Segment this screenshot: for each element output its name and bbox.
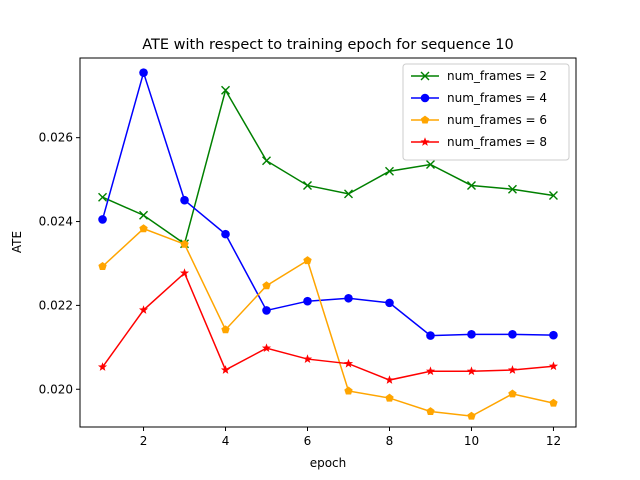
- legend: num_frames = 2 num_frames = 4 num_frames =…: [402, 63, 570, 161]
- data-point: [508, 389, 517, 398]
- data-point: [139, 68, 148, 77]
- data-point: [139, 210, 149, 220]
- data-point: [262, 281, 271, 290]
- data-point: [221, 325, 230, 334]
- chart-title: ATE with respect to training epoch for s…: [142, 37, 514, 53]
- legend-item: num_frames = 2: [411, 69, 547, 83]
- data-point: [344, 189, 353, 199]
- data-point: [139, 224, 148, 233]
- data-point: [261, 343, 272, 353]
- y-tick-label: 0.024: [39, 215, 73, 229]
- series-2: [98, 68, 558, 340]
- series-1: [98, 85, 558, 249]
- data-point: [262, 156, 272, 166]
- data-point: [425, 160, 435, 170]
- data-point: [220, 365, 231, 374]
- data-point: [344, 386, 353, 395]
- data-point: [302, 354, 313, 363]
- x-tick-label: 10: [464, 434, 479, 448]
- data-point: [549, 398, 558, 407]
- data-point: [221, 85, 231, 95]
- legend-item: num_frames = 4: [411, 91, 547, 105]
- data-point: [97, 362, 108, 371]
- x-tick-label: 4: [222, 434, 230, 448]
- data-point: [548, 191, 558, 201]
- legend-box: [402, 63, 570, 161]
- data-point: [303, 296, 312, 306]
- legend-marker: [420, 71, 430, 81]
- legend-marker: [420, 137, 430, 146]
- series-3: [98, 224, 558, 420]
- x-axis: 2 4 6 8 10 12: [140, 427, 561, 448]
- data-point: [344, 293, 353, 303]
- x-tick-label: 8: [386, 434, 394, 448]
- data-point: [221, 229, 230, 239]
- data-point: [466, 366, 477, 376]
- data-point: [343, 358, 354, 368]
- data-point: [384, 375, 395, 384]
- data-point: [179, 268, 190, 277]
- data-point: [426, 331, 435, 340]
- x-axis-label: epoch: [310, 456, 347, 470]
- data-point: [384, 166, 394, 176]
- x-tick-label: 6: [304, 434, 312, 448]
- series-line: [101, 271, 554, 381]
- axes-frame: [79, 57, 577, 428]
- data-point: [508, 330, 517, 339]
- data-point: [549, 330, 558, 340]
- legend-label: num_frames = 6: [447, 113, 547, 127]
- data-point: [303, 180, 312, 190]
- data-point: [467, 411, 476, 420]
- data-point: [507, 184, 517, 194]
- data-point: [425, 366, 436, 376]
- data-point: [303, 256, 312, 265]
- data-point: [180, 195, 189, 205]
- y-tick-label: 0.020: [39, 382, 73, 396]
- data-point: [98, 262, 107, 270]
- y-axis-label: ATE: [10, 231, 24, 253]
- data-point: [98, 192, 108, 202]
- series-line: [101, 70, 554, 337]
- legend-label: num_frames = 4: [447, 91, 547, 105]
- legend-item: num_frames = 8: [411, 135, 547, 149]
- data-point: [467, 330, 476, 339]
- legend-marker: [420, 93, 430, 103]
- data-point: [98, 215, 107, 224]
- y-tick-label: 0.022: [39, 298, 73, 312]
- data-point: [385, 393, 394, 402]
- x-tick-label: 12: [546, 434, 561, 448]
- data-point: [426, 407, 435, 416]
- data-point: [385, 298, 394, 308]
- plot-area: [97, 68, 559, 420]
- series-line: [102, 227, 554, 417]
- series-4: [97, 268, 559, 384]
- legend-label: num_frames = 2: [447, 69, 547, 83]
- data-point: [548, 361, 559, 371]
- data-point: [262, 306, 271, 315]
- legend-label: num_frames = 8: [447, 135, 547, 149]
- y-tick-label: 0.026: [39, 131, 73, 145]
- legend-item: num_frames = 6: [411, 113, 547, 127]
- data-point: [180, 239, 189, 248]
- data-point: [138, 305, 149, 314]
- data-point: [507, 365, 518, 374]
- y-axis: 0.020 0.022 0.024 0.026: [39, 131, 80, 396]
- legend-marker: [420, 115, 430, 124]
- x-tick-label: 2: [140, 434, 148, 448]
- series-line: [102, 88, 554, 245]
- data-point: [466, 180, 476, 190]
